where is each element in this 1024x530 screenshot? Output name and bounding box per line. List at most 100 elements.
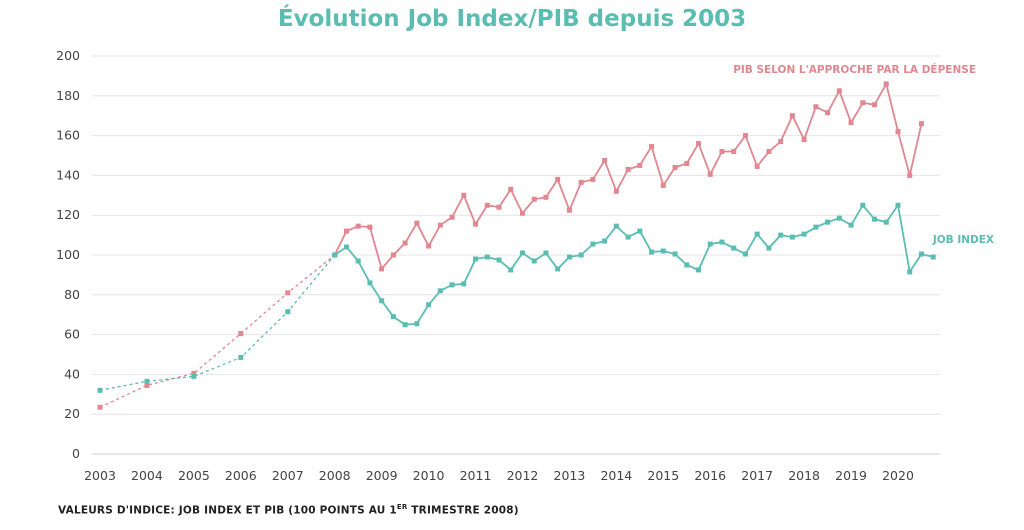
x-tick-label: 2012 bbox=[507, 468, 539, 483]
pib-point bbox=[907, 172, 913, 178]
pib-point bbox=[531, 196, 537, 202]
job-index-point bbox=[754, 231, 760, 237]
job-index-annual-point bbox=[144, 378, 150, 384]
pib-point bbox=[578, 179, 584, 185]
pib-series-label: PIB SELON L'APPROCHE PAR LA DÉPENSE bbox=[733, 63, 976, 76]
pib-point bbox=[848, 120, 854, 126]
y-tick-label: 140 bbox=[56, 167, 80, 182]
y-tick-label: 120 bbox=[56, 207, 80, 222]
job-index-point bbox=[895, 202, 901, 208]
pib-point bbox=[825, 110, 831, 116]
job-index-point bbox=[390, 314, 396, 320]
y-tick-label: 80 bbox=[64, 287, 80, 302]
job-index-point bbox=[461, 281, 467, 287]
chart-title: Évolution Job Index/PIB depuis 2003 bbox=[277, 6, 747, 32]
job-index-point bbox=[930, 254, 936, 260]
x-tick-label: 2015 bbox=[647, 468, 679, 483]
job-index-point bbox=[484, 254, 490, 260]
job-index-point bbox=[496, 257, 502, 263]
pib-point bbox=[778, 139, 784, 145]
job-index-annual-point bbox=[97, 387, 103, 393]
job-index-point bbox=[707, 241, 713, 247]
x-tick-label: 2009 bbox=[366, 468, 398, 483]
pib-point bbox=[484, 202, 490, 208]
pib-point bbox=[872, 102, 878, 108]
pib-point bbox=[801, 137, 807, 143]
y-tick-label: 180 bbox=[56, 88, 80, 103]
pib-point bbox=[719, 149, 725, 155]
pib-point bbox=[707, 171, 713, 177]
job-index-point bbox=[379, 298, 385, 304]
footnote-text-end: TRIMESTRE 2008) bbox=[407, 504, 519, 517]
x-tick-label: 2014 bbox=[600, 468, 632, 483]
pib-annual-point bbox=[285, 290, 291, 296]
pib-annual-point bbox=[97, 404, 103, 410]
job-index-point bbox=[813, 224, 819, 230]
pib-point bbox=[555, 176, 561, 182]
pib-point bbox=[918, 121, 924, 127]
x-tick-label: 2018 bbox=[788, 468, 820, 483]
job-index-point bbox=[660, 248, 666, 254]
pib-annual-point bbox=[238, 331, 244, 337]
job-index-point bbox=[789, 234, 795, 240]
pib-point bbox=[602, 157, 608, 163]
x-tick-label: 2020 bbox=[882, 468, 914, 483]
pib-point bbox=[355, 223, 361, 229]
pib-point bbox=[684, 160, 690, 166]
footnote-text: VALEURS D'INDICE: JOB INDEX ET PIB (100 … bbox=[58, 504, 397, 517]
y-tick-label: 160 bbox=[56, 128, 80, 143]
job-index-point bbox=[449, 282, 455, 288]
pib-point bbox=[449, 214, 455, 220]
job-index-point bbox=[519, 250, 525, 256]
pib-point bbox=[379, 266, 385, 272]
job-index-point bbox=[731, 245, 737, 251]
pib-dashed-line bbox=[99, 254, 336, 408]
job-index-annual-point bbox=[191, 373, 197, 379]
job-index-point bbox=[426, 302, 432, 308]
job-index-point bbox=[907, 269, 913, 275]
pib-point bbox=[883, 81, 889, 87]
x-tick-label: 2004 bbox=[131, 468, 163, 483]
pib-point bbox=[519, 210, 525, 216]
job-index-point bbox=[778, 232, 784, 238]
footnote-sup: ER bbox=[396, 503, 408, 511]
job-index-dashed-line bbox=[99, 254, 336, 391]
job-index-point bbox=[531, 258, 537, 264]
job-index-point bbox=[508, 267, 514, 273]
pib-point bbox=[660, 182, 666, 188]
pib-point bbox=[766, 149, 772, 155]
y-tick-label: 40 bbox=[64, 366, 80, 381]
y-tick-label: 60 bbox=[64, 327, 80, 342]
y-tick-label: 20 bbox=[64, 406, 80, 421]
footnote: VALEURS D'INDICE: JOB INDEX ET PIB (100 … bbox=[58, 503, 519, 517]
job-index-point bbox=[343, 244, 349, 250]
job-index-point bbox=[637, 228, 643, 234]
job-index-point bbox=[918, 251, 924, 257]
job-index-point bbox=[883, 219, 889, 225]
y-tick-label: 0 bbox=[72, 446, 80, 461]
pib-point bbox=[508, 186, 514, 192]
job-index-point bbox=[684, 262, 690, 268]
pib-annual-point bbox=[144, 382, 150, 388]
x-tick-label: 2016 bbox=[694, 468, 726, 483]
y-tick-label: 200 bbox=[56, 48, 80, 63]
pib-point bbox=[367, 224, 373, 230]
x-tick-label: 2007 bbox=[272, 468, 304, 483]
pib-point bbox=[649, 144, 655, 150]
job-index-line bbox=[334, 202, 934, 326]
pib-point bbox=[731, 149, 737, 155]
pib-point bbox=[343, 228, 349, 234]
x-tick-label: 2008 bbox=[319, 468, 351, 483]
job-index-point bbox=[766, 245, 772, 251]
x-tick-label: 2006 bbox=[225, 468, 257, 483]
job-index-point bbox=[848, 222, 854, 228]
pib-point bbox=[860, 100, 866, 106]
job-index-point bbox=[367, 280, 373, 286]
job-index-point bbox=[696, 267, 701, 273]
job-index-point bbox=[625, 234, 631, 240]
pib-point bbox=[813, 104, 819, 110]
job-index-point bbox=[719, 239, 725, 245]
pib-point bbox=[613, 188, 619, 194]
